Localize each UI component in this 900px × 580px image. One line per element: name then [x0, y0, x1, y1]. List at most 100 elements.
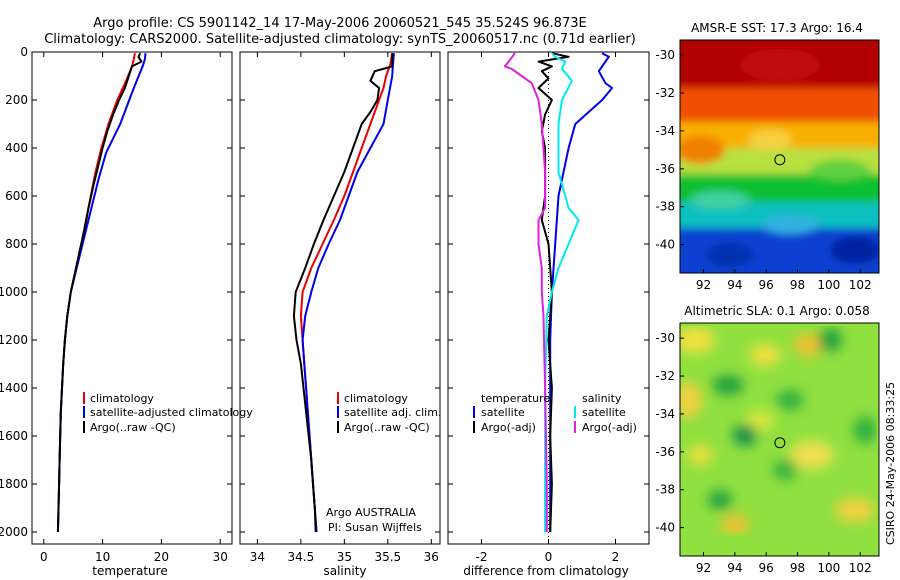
salinity-legend: climatology satellite adj. clim. Argo(..… — [337, 392, 441, 434]
sla-patch-high — [790, 441, 834, 469]
difference-axes-box — [447, 51, 650, 545]
series-line — [503, 52, 548, 532]
pi-label: PI: Susan Wijffels — [328, 521, 422, 534]
sla-patch-low — [818, 328, 842, 352]
series-line — [549, 52, 614, 532]
sla-patch-low — [708, 490, 732, 510]
map-y-tick-label: -34 — [655, 124, 675, 138]
x-tick-label: 2 — [612, 550, 620, 564]
y-tick-label: 400 — [5, 141, 28, 155]
series-line — [56, 52, 143, 533]
sst-patch — [762, 216, 818, 234]
sst-axes-box — [679, 39, 880, 274]
sla-patch-high — [680, 382, 702, 418]
sla-patch-low — [712, 375, 744, 395]
legend-label-salt-satellite: satellite — [582, 406, 626, 419]
sst-band-orange — [680, 88, 879, 124]
map-x-tick-label: 96 — [759, 561, 774, 575]
salinity-panel: 34 34.5 35 35.5 36 salinity Argo AUSTRALIA P… — [239, 51, 441, 578]
y-tick-label: 800 — [5, 237, 28, 251]
argo-location-marker — [774, 154, 786, 166]
x-tick-label: 20 — [154, 550, 169, 564]
map-y-tick-label: -32 — [655, 369, 675, 383]
salinity-axes-box — [239, 51, 441, 545]
figure-title-line2: Climatology: CARS2000. Satellite-adjuste… — [44, 32, 636, 47]
argo-location-marker — [774, 437, 786, 449]
legend-label-argo: Argo(..raw -QC) — [90, 421, 176, 434]
x-tick-label: 0 — [40, 550, 48, 564]
map-y-tick-label: -38 — [655, 200, 675, 214]
map-y-tick-label: -38 — [655, 483, 675, 497]
x-tick-label: 35.5 — [374, 550, 401, 564]
series-line — [299, 53, 394, 533]
sla-patch-high — [835, 498, 875, 522]
map-x-tick-label: 94 — [727, 561, 742, 575]
y-tick-label: 1200 — [0, 333, 28, 347]
difference-panel: -2 0 2 difference from climatology — [447, 51, 650, 578]
series-line — [292, 53, 394, 533]
map-y-tick-label: -36 — [655, 445, 675, 459]
sst-patch — [810, 160, 870, 180]
y-tick-label: 1600 — [0, 429, 28, 443]
map-y-tick-label: -32 — [655, 86, 675, 100]
x-tick-label: 30 — [213, 550, 228, 564]
map-x-tick-label: 100 — [817, 561, 840, 575]
y-tick-label: 1400 — [0, 381, 28, 395]
sla-patch-high — [746, 410, 774, 430]
sst-patch — [748, 130, 792, 150]
salinity-xlabel: salinity — [323, 564, 366, 578]
sst-patch — [690, 191, 750, 209]
x-tick-label: 35 — [337, 550, 352, 564]
sla-patch-high — [721, 515, 749, 535]
map-x-tick-label: 96 — [759, 278, 774, 292]
sst-axes: 92 94 96 98 100 102 -30 -32 -34 -36 -38 -40 — [655, 48, 871, 292]
sla-patch-low — [733, 424, 757, 446]
legend-label-temp-argo: Argo(-adj) — [481, 421, 536, 434]
sla-map-panel: Altimetric SLA: 0.1 Argo: 0.058 — [655, 304, 880, 575]
sst-patch — [740, 49, 820, 81]
temperature-xlabel: temperature — [92, 564, 167, 578]
credit-label: Argo AUSTRALIA — [326, 506, 416, 519]
map-x-tick-label: 94 — [727, 278, 742, 292]
sst-map-panel: AMSR-E SST: 17.3 Argo: 16.4 92 94 — [655, 21, 880, 292]
sla-patch-low — [853, 416, 877, 444]
map-y-tick-label: -36 — [655, 162, 675, 176]
sla-axes-box — [679, 322, 880, 557]
figure-title-line1: Argo profile: CS 5901142_14 17-May-2006 … — [93, 16, 586, 31]
series-line — [537, 52, 570, 533]
y-tick-label: 2000 — [0, 525, 28, 539]
map-x-tick-label: 100 — [817, 278, 840, 292]
sla-map-title: Altimetric SLA: 0.1 Argo: 0.058 — [684, 304, 869, 318]
map-x-tick-label: 98 — [790, 561, 805, 575]
difference-plot: -2 0 2 — [448, 51, 649, 564]
legend-label-climatology: climatology — [90, 392, 154, 405]
sst-patch — [680, 136, 725, 164]
y-tick-label: 600 — [5, 189, 28, 203]
series-line — [301, 53, 395, 533]
y-tick-label: 1800 — [0, 477, 28, 491]
map-x-tick-label: 102 — [849, 278, 872, 292]
x-tick-label: 10 — [95, 550, 110, 564]
map-x-tick-label: 102 — [849, 561, 872, 575]
sla-patch-high — [688, 445, 712, 465]
map-y-tick-label: -40 — [655, 521, 675, 535]
sst-patch — [830, 236, 879, 264]
temperature-plot: 0 10 20 30 0 200 400 600 800 1000 1200 1400 1600 1800… — [0, 45, 232, 564]
temperature-legend: climatology satellite-adjusted climatolo… — [83, 392, 253, 434]
y-tick-label: 1000 — [0, 285, 28, 299]
series-line — [56, 53, 136, 533]
map-x-tick-label: 92 — [696, 278, 711, 292]
map-y-tick-label: -30 — [655, 48, 675, 62]
sla-patch-low — [773, 460, 797, 480]
sst-patch — [706, 243, 754, 267]
sla-axes: 92 94 96 98 100 102 -30 -32 -34 -36 -38 -40 — [655, 331, 871, 575]
x-tick-label: 36 — [424, 550, 439, 564]
map-y-tick-label: -34 — [655, 407, 675, 421]
sst-map-title: AMSR-E SST: 17.3 Argo: 16.4 — [691, 21, 863, 35]
sla-patch-low — [776, 390, 804, 410]
legend-label-climatology: climatology — [344, 392, 408, 405]
legend-title-salinity: salinity — [582, 392, 622, 405]
temperature-axes-box — [31, 51, 233, 545]
difference-legend: temperature salinity satellite Argo(-adj… — [473, 392, 637, 434]
